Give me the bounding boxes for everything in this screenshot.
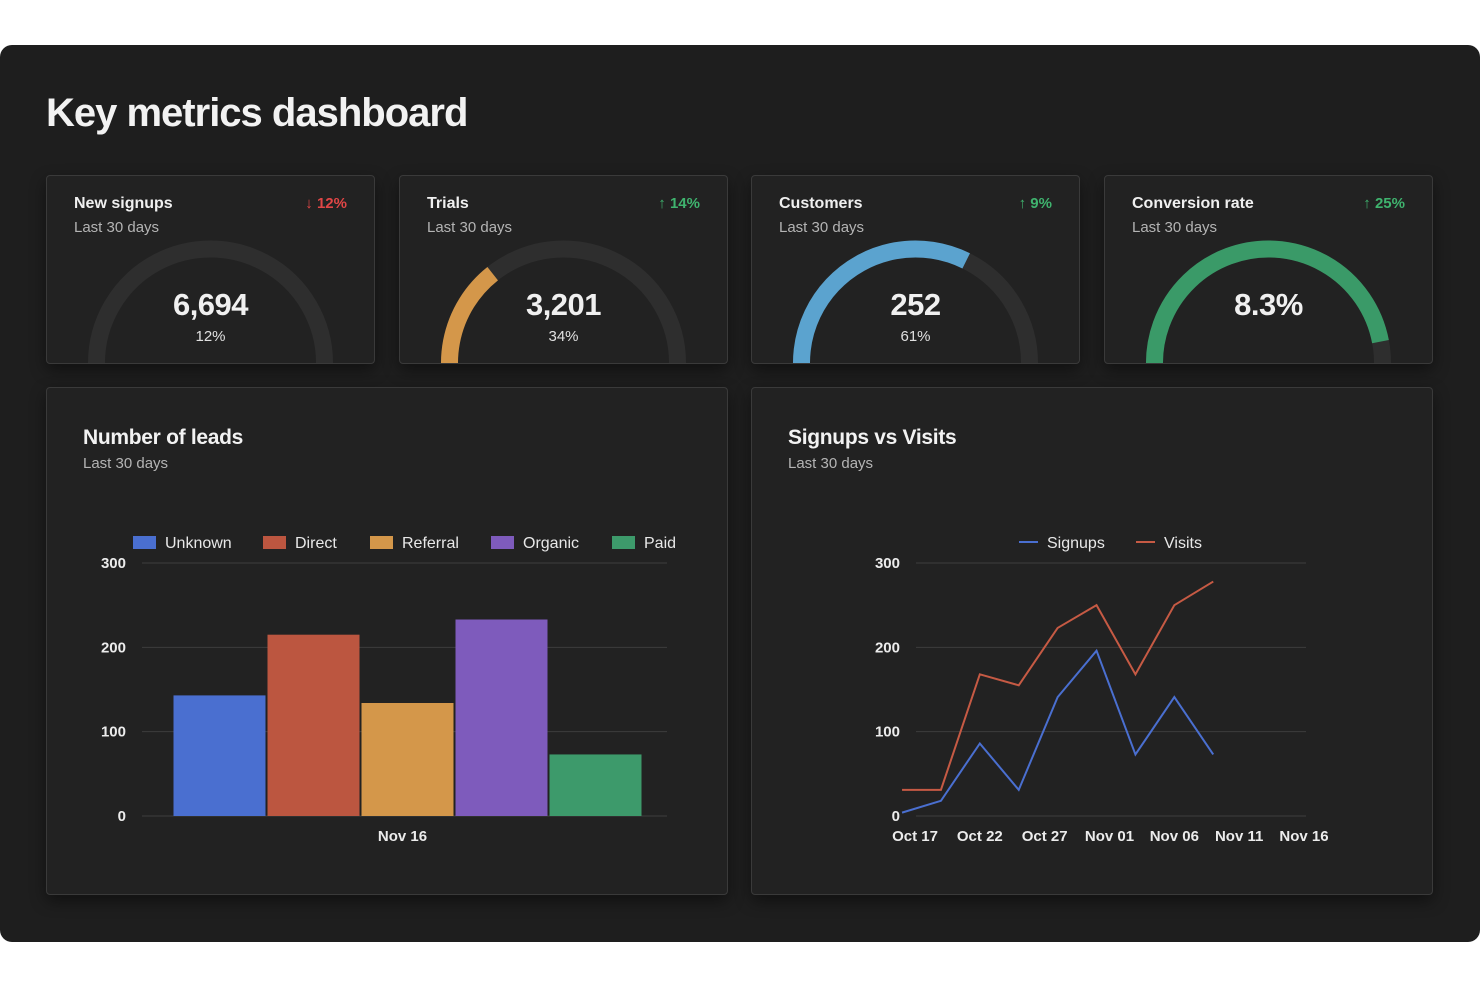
bar-organic[interactable] — [455, 619, 548, 816]
y-tick-label: 300 — [875, 555, 900, 572]
legend-swatch — [133, 536, 156, 549]
kpi-title: Customers — [779, 195, 863, 212]
gauge-fill — [793, 240, 970, 363]
gauge — [88, 240, 333, 363]
legend-label[interactable]: Visits — [1164, 535, 1202, 552]
panel-subtitle: Last 30 days — [788, 455, 874, 472]
kpi-percent: 61% — [900, 328, 931, 345]
bar-unknown[interactable] — [173, 695, 266, 816]
gauge-track — [88, 240, 333, 363]
gauge — [441, 240, 686, 363]
x-tick-label: Nov 16 — [1279, 828, 1328, 845]
x-tick-label: Nov 01 — [1085, 828, 1134, 845]
y-tick-label: 300 — [101, 555, 126, 572]
x-tick-label: Oct 17 — [892, 828, 938, 845]
y-tick-label: 200 — [875, 639, 900, 656]
y-tick-label: 0 — [892, 808, 900, 825]
kpi-subtitle: Last 30 days — [1132, 219, 1218, 236]
x-tick-label: Oct 27 — [1022, 828, 1068, 845]
kpi-card-customers[interactable]: Customers Last 30 days ↑ 9% 252 61% — [751, 175, 1080, 364]
legend-label[interactable]: Referral — [402, 535, 459, 552]
line-signups[interactable] — [901, 648, 1215, 814]
panel-title: Number of leads — [83, 426, 244, 449]
kpi-card-trials[interactable]: Trials Last 30 days ↑ 14% 3,201 34% — [399, 175, 728, 364]
bar-direct[interactable] — [267, 634, 360, 816]
kpi-card-new-signups[interactable]: New signups Last 30 days ↓ 12% 6,694 12% — [46, 175, 375, 364]
y-tick-label: 200 — [101, 639, 126, 656]
kpi-subtitle: Last 30 days — [74, 219, 160, 236]
legend-label[interactable]: Organic — [523, 535, 579, 552]
kpi-delta: ↑ 25% — [1363, 195, 1405, 212]
bar-referral[interactable] — [361, 702, 454, 816]
kpi-value: 8.3% — [1234, 287, 1303, 322]
kpi-value: 6,694 — [172, 287, 249, 322]
kpi-value: 252 — [890, 287, 941, 322]
kpi-delta: ↓ 12% — [305, 195, 347, 212]
legend-label[interactable]: Paid — [644, 535, 676, 552]
kpi-percent: 34% — [548, 328, 579, 345]
y-tick-label: 100 — [875, 724, 900, 741]
kpi-value: 3,201 — [525, 287, 602, 322]
kpi-card-conversion-rate[interactable]: Conversion rate Last 30 days ↑ 25% 8.3% — [1104, 175, 1433, 364]
legend-swatch — [491, 536, 514, 549]
kpi-delta: ↑ 14% — [658, 195, 700, 212]
gauge — [1146, 240, 1391, 363]
gauge-fill — [441, 267, 499, 363]
kpi-delta: ↑ 9% — [1018, 195, 1052, 212]
x-tick-label: Nov 16 — [378, 828, 427, 845]
legend-label[interactable]: Signups — [1047, 535, 1105, 552]
x-tick-label: Nov 06 — [1150, 828, 1199, 845]
line-chart: 0 100 200 300 Oct 17 Oct 22 Oct 27 Nov 01 Nov 06… — [875, 535, 1329, 845]
x-tick-label: Nov 11 — [1215, 828, 1263, 845]
leads-chart-panel: Number of leads Last 30 days 0 100 200 300 N… — [46, 387, 728, 895]
legend-swatch — [263, 536, 286, 549]
y-tick-label: 0 — [118, 808, 126, 825]
line-visits[interactable] — [902, 580, 1214, 791]
dashboard: Key metrics dashboard New signups Last 3… — [0, 45, 1480, 942]
kpi-subtitle: Last 30 days — [427, 219, 513, 236]
signups-visits-chart-panel: Signups vs Visits Last 30 days 0 100 200 30… — [751, 387, 1433, 895]
kpi-title: Trials — [427, 195, 469, 212]
gauge — [793, 240, 1038, 363]
dashboard-title: Key metrics dashboard — [46, 91, 468, 135]
y-tick-label: 100 — [101, 724, 126, 741]
panel-title: Signups vs Visits — [788, 426, 957, 449]
legend-label[interactable]: Unknown — [165, 535, 232, 552]
x-tick-label: Oct 22 — [957, 828, 1003, 845]
gauge-fill — [1146, 240, 1389, 363]
panel-subtitle: Last 30 days — [83, 455, 169, 472]
legend-swatch — [612, 536, 635, 549]
kpi-subtitle: Last 30 days — [779, 219, 865, 236]
bar-chart: 0 100 200 300 Nov 16 Unknown Direct Referral Org… — [101, 535, 676, 845]
kpi-title: Conversion rate — [1132, 195, 1254, 212]
kpi-percent: 12% — [195, 328, 226, 345]
kpi-title: New signups — [74, 195, 173, 212]
legend-label[interactable]: Direct — [295, 535, 337, 552]
bar-paid[interactable] — [549, 754, 642, 816]
legend-swatch — [370, 536, 393, 549]
